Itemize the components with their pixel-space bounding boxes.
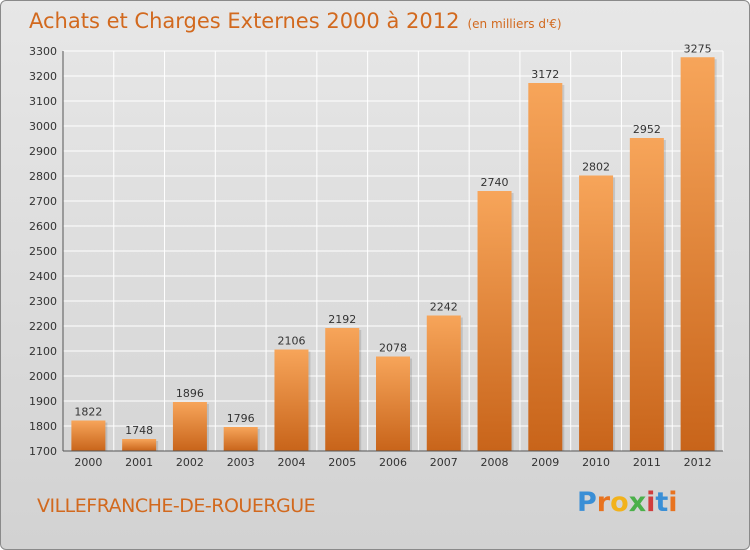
bar-2000 <box>71 420 106 451</box>
axes: 1700 1800 1900 2000 2100 2200 2300 2400 2500 2600… <box>29 45 723 469</box>
bar-2003 <box>223 427 258 451</box>
bar-2012 <box>680 57 715 451</box>
bar-2006 <box>376 356 410 451</box>
y-tick-label: 1700 <box>29 445 57 458</box>
y-tick-label: 3100 <box>29 95 57 108</box>
data-label: 3172 <box>531 68 559 81</box>
data-label: 2192 <box>328 313 356 326</box>
logo-letter: i <box>646 487 656 518</box>
logo-letter: t <box>655 487 669 518</box>
bar-2004 <box>274 349 309 451</box>
x-tick-label: 2006 <box>379 456 407 469</box>
data-label: 1822 <box>74 406 102 419</box>
y-tick-label: 2800 <box>29 170 57 183</box>
bar-2001 <box>122 439 157 451</box>
logo-letter: r <box>596 487 611 518</box>
y-tick-label: 2100 <box>29 345 57 358</box>
data-label: 1896 <box>176 387 204 400</box>
proxiti-logo: Proxiti <box>577 487 678 518</box>
x-tick-label: 2002 <box>176 456 204 469</box>
x-tick-label: 2000 <box>74 456 102 469</box>
data-label: 2242 <box>430 301 458 314</box>
y-tick-label: 3300 <box>29 45 57 58</box>
logo-letter: i <box>668 487 678 518</box>
y-tick-label: 1900 <box>29 395 57 408</box>
x-tick-label: 2008 <box>481 456 509 469</box>
y-tick-label: 3200 <box>29 70 57 83</box>
data-labels: 1822 1748 1896 1796 2106 2192 2078 2242 2740 3172… <box>74 42 711 437</box>
y-tick-label: 2900 <box>29 145 57 158</box>
y-tick-label: 2300 <box>29 295 57 308</box>
data-label: 1748 <box>125 424 153 437</box>
y-tick-label: 2200 <box>29 320 57 333</box>
x-tick-label: 2007 <box>430 456 458 469</box>
data-label: 3275 <box>684 42 712 55</box>
x-tick-label: 2012 <box>684 456 712 469</box>
logo-letter: x <box>628 487 647 518</box>
y-tick-label: 2400 <box>29 270 57 283</box>
data-label: 1796 <box>227 412 255 425</box>
bar-2010 <box>579 175 614 451</box>
bar-2005 <box>325 328 360 451</box>
x-tick-label: 2005 <box>328 456 356 469</box>
logo-letter: P <box>577 487 597 518</box>
y-tick-label: 2600 <box>29 220 57 233</box>
bar-2002 <box>172 402 207 451</box>
x-tick-label: 2010 <box>582 456 610 469</box>
y-tick-label: 2500 <box>29 245 57 258</box>
data-label: 2106 <box>277 335 305 348</box>
bar-2007 <box>426 315 461 451</box>
bar-2009 <box>528 83 563 451</box>
chart-title: Achats et Charges Externes 2000 à 2012 <box>29 9 460 33</box>
data-label: 2952 <box>633 123 661 136</box>
chart-unit: (en milliers d'€) <box>467 17 562 31</box>
bar-2008 <box>477 191 512 451</box>
y-tick-label: 2700 <box>29 195 57 208</box>
city-name: VILLEFRANCHE-DE-ROUERGUE <box>37 495 316 517</box>
data-label: 2802 <box>582 161 610 174</box>
x-tick-label: 2009 <box>531 456 559 469</box>
chart-title-block: Achats et Charges Externes 2000 à 2012 (e… <box>29 9 562 33</box>
logo-letter: o <box>610 487 629 518</box>
bars <box>71 57 717 451</box>
data-label: 2740 <box>481 176 509 189</box>
y-tick-label: 1800 <box>29 420 57 433</box>
x-tick-label: 2001 <box>125 456 153 469</box>
x-tick-label: 2011 <box>633 456 661 469</box>
bar-2011 <box>629 138 664 451</box>
y-tick-label: 3000 <box>29 120 57 133</box>
x-tick-label: 2003 <box>227 456 255 469</box>
data-label: 2078 <box>379 342 407 355</box>
y-tick-label: 2000 <box>29 370 57 383</box>
x-tick-label: 2004 <box>277 456 305 469</box>
